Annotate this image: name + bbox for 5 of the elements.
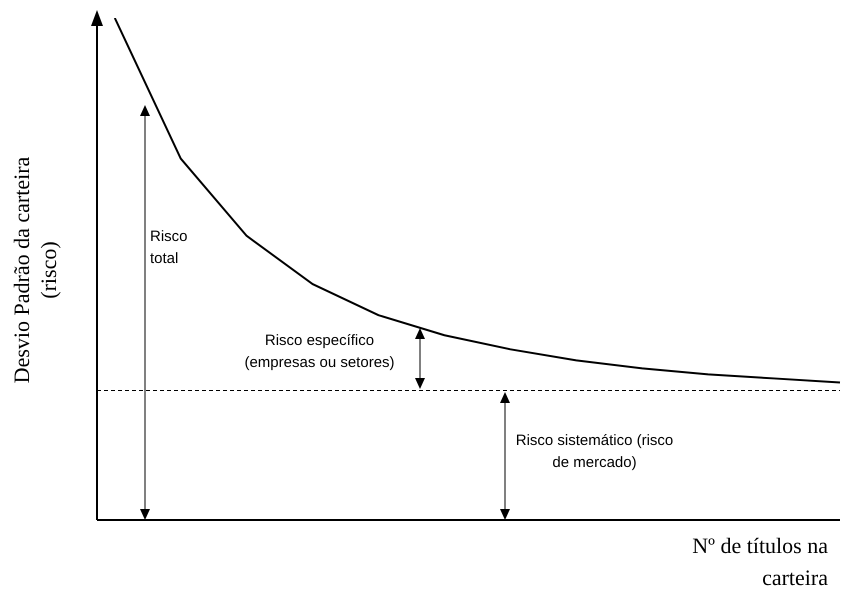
y-axis-title: Desvio Padrão da carteira (risco) xyxy=(8,156,62,385)
x-axis-title: Nº de títulos na carteira xyxy=(691,532,828,591)
annotation: Risco total xyxy=(150,227,189,269)
annotation: Risco específico (empresas ou setores) xyxy=(243,331,396,373)
annotation: Risco sistemático (risco de mercado) xyxy=(514,431,674,473)
